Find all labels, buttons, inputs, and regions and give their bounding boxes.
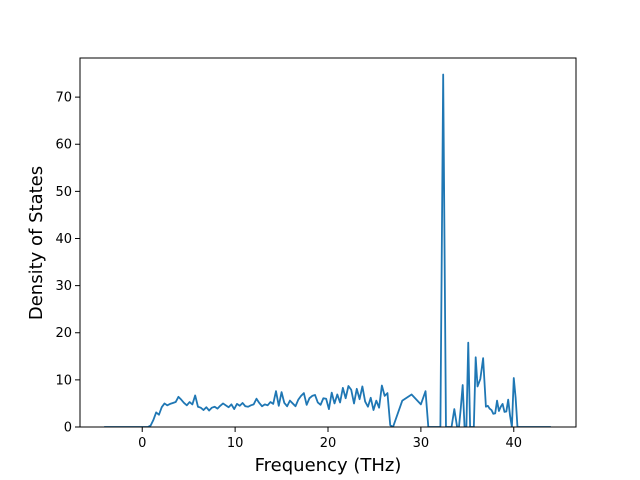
x-tick-label: 30 <box>413 436 430 451</box>
y-tick-label: 30 <box>55 279 72 294</box>
series-line-0 <box>104 73 551 427</box>
y-tick-label: 60 <box>55 138 72 153</box>
x-tick-label: 10 <box>227 436 244 451</box>
y-axis-title: Density of States <box>26 166 47 320</box>
x-tick-label: 40 <box>505 436 522 451</box>
x-tick-label: 0 <box>138 436 146 451</box>
axes: 0 10 20 30 40 0 10 20 30 40 50 60 70 <box>55 57 577 451</box>
x-tick-label: 20 <box>320 436 337 451</box>
y-tick-label: 70 <box>55 91 72 106</box>
y-tick-label: 20 <box>55 326 72 341</box>
plot-area <box>104 73 551 427</box>
y-tick-label: 40 <box>55 232 72 247</box>
y-tick-label: 0 <box>64 421 72 436</box>
y-tick-label: 10 <box>55 373 72 388</box>
x-axis-title: Frequency (THz) <box>255 455 402 476</box>
y-tick-label: 50 <box>55 185 72 200</box>
